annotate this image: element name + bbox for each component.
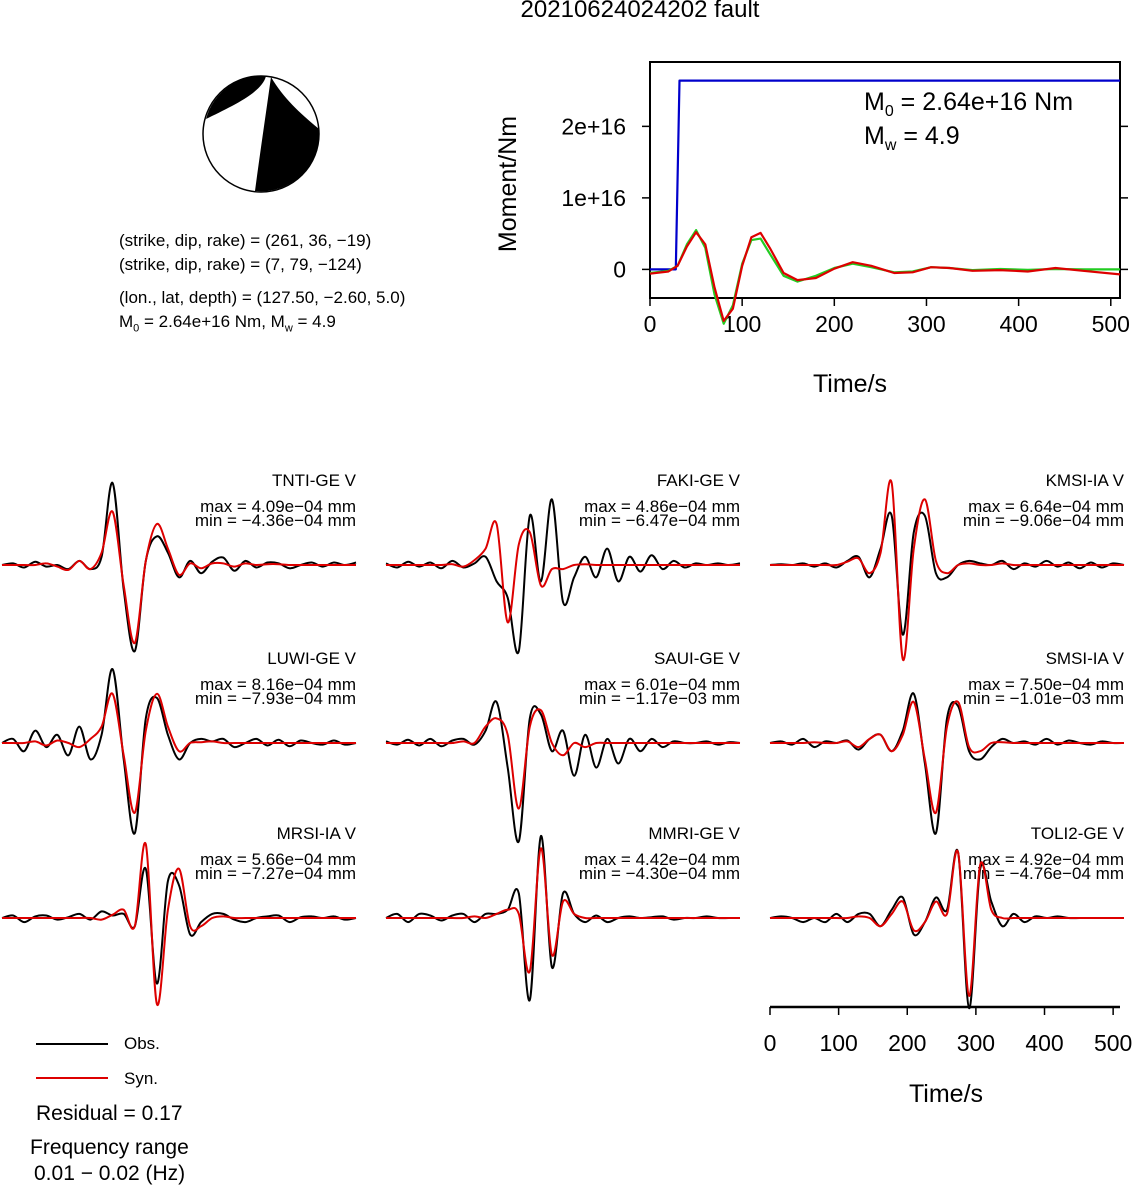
trace-station-label: MRSI-IA V (277, 824, 357, 843)
mechanism-plane-2: (strike, dip, rake) = (7, 79, −124) (119, 255, 362, 274)
moment-chart: 0 100 200 300 400 500 0 1e+16 2e+16 Time/s Moment/… (494, 61, 1130, 398)
mechanism-plane-1: (strike, dip, rake) = (261, 36, −19) (119, 231, 372, 250)
m0-subscript: 0 (133, 322, 140, 335)
frequency-range: 0.01 − 0.02 (Hz) (34, 1162, 186, 1185)
trace-station-label: TOLI2-GE V (1031, 824, 1125, 843)
trace-station-label: FAKI-GE V (657, 471, 741, 490)
trace-station-label: MMRI-GE V (648, 824, 740, 843)
trace-max-label: max = 4.92e−04 mm (968, 850, 1124, 869)
moment-y-tick-label: 0 (613, 256, 626, 282)
trace-max-label: max = 4.86e−04 mm (584, 497, 740, 516)
trace-min-label: min = −9.06e−04 mm (963, 511, 1124, 530)
moment-plot-frame (649, 61, 1121, 299)
trace-min-label: min = −4.30e−04 mm (579, 864, 740, 883)
waveform-x-tick-label: 400 (1025, 1030, 1063, 1056)
moment-y-tick-label: 2e+16 (561, 113, 626, 139)
moment-y-label: Moment/Nm (494, 116, 522, 252)
waveform-x-tick-label: 200 (888, 1030, 926, 1056)
moment-series-red (649, 231, 1121, 322)
waveform-x-tick-label: 500 (1094, 1030, 1132, 1056)
moment-value: = 2.64e+16 Nm, M (139, 312, 285, 331)
trace-synthetic-line (769, 479, 1124, 661)
moment-annotation-mw: Mw = 4.9 (864, 122, 960, 154)
trace-min-label: min = −6.47e−04 mm (579, 511, 740, 530)
frequency-title: Frequency range (30, 1136, 189, 1159)
beach-ball-compression-lower (255, 77, 320, 192)
figure-title: 20210624024202 fault (520, 0, 760, 23)
trace-synthetic-line (2, 692, 356, 814)
trace-synthetic-line (385, 520, 740, 624)
moment-series-blue (650, 79, 1120, 271)
trace-max-label: max = 6.01e−04 mm (584, 675, 740, 694)
trace-max-label: max = 4.09e−04 mm (200, 497, 356, 516)
beach-ball (202, 75, 320, 193)
trace-synthetic-line (2, 841, 356, 1006)
trace-station-label: SAUI-GE V (654, 649, 741, 668)
mechanism-location: (lon., lat, depth) = (127.50, −2.60, 5.0… (119, 288, 406, 307)
legend-swatches (36, 1043, 108, 1079)
magnitude-value: = 4.9 (292, 312, 336, 331)
residual-text: Residual = 0.17 (36, 1102, 183, 1125)
trace-min-label: min = −1.17e−03 mm (579, 689, 740, 708)
trace-min-label: min = −1.01e−03 mm (963, 689, 1124, 708)
trace-synthetic-line (1, 510, 356, 644)
trace-min-label: min = −4.76e−04 mm (963, 864, 1124, 883)
moment-y-tick-label: 1e+16 (561, 185, 626, 211)
trace-observed-line (385, 700, 741, 843)
waveform-x-label: Time/s (909, 1080, 983, 1108)
trace-synthetic-line (770, 700, 1124, 814)
moment-x-tick-label: 200 (815, 311, 853, 337)
trace-max-label: max = 4.42e−04 mm (584, 850, 740, 869)
beach-ball-compression-upper (206, 75, 266, 119)
trace-station-label: KMSI-IA V (1046, 471, 1125, 490)
trace-station-label: LUWI-GE V (267, 649, 356, 668)
moment-x-tick-label: 300 (907, 311, 945, 337)
m0-symbol: M (119, 312, 134, 331)
moment-x-label: Time/s (813, 370, 887, 398)
trace-min-label: min = −7.27e−04 mm (195, 864, 356, 883)
trace-observed-line (1, 866, 357, 985)
legend-obs-label: Obs. (124, 1034, 160, 1053)
trace-observed-line (1, 481, 357, 653)
trace-synthetic-line (386, 708, 740, 810)
waveform-x-tick-label: 300 (957, 1030, 995, 1056)
moment-x-tick-label: 0 (644, 311, 657, 337)
trace-max-label: max = 7.50e−04 mm (968, 675, 1124, 694)
moment-x-tick-label: 500 (1092, 311, 1130, 337)
trace-max-label: max = 8.16e−04 mm (200, 675, 356, 694)
trace-station-label: TNTI-GE V (272, 471, 357, 490)
trace-min-label: min = −4.36e−04 mm (195, 511, 356, 530)
mw-subscript: w (284, 322, 293, 335)
legend-syn-label: Syn. (124, 1069, 159, 1088)
mechanism-moment: M0 = 2.64e+16 Nm, Mw = 4.9 (119, 312, 336, 334)
waveform-x-tick-label: 100 (819, 1030, 857, 1056)
trace-observed-line (769, 692, 1125, 835)
trace-max-label: max = 5.66e−04 mm (200, 850, 356, 869)
waveform-x-tick-label: 0 (764, 1030, 777, 1056)
trace-synthetic-line (386, 847, 740, 974)
moment-x-tick-label: 100 (723, 311, 761, 337)
trace-max-label: max = 6.64e−04 mm (968, 497, 1124, 516)
trace-synthetic-line (770, 849, 1124, 997)
moment-annotation-m0: M0 = 2.64e+16 Nm (864, 88, 1073, 120)
trace-station-label: SMSI-IA V (1046, 649, 1125, 668)
moment-x-tick-label: 400 (999, 311, 1037, 337)
trace-min-label: min = −7.93e−04 mm (195, 689, 356, 708)
